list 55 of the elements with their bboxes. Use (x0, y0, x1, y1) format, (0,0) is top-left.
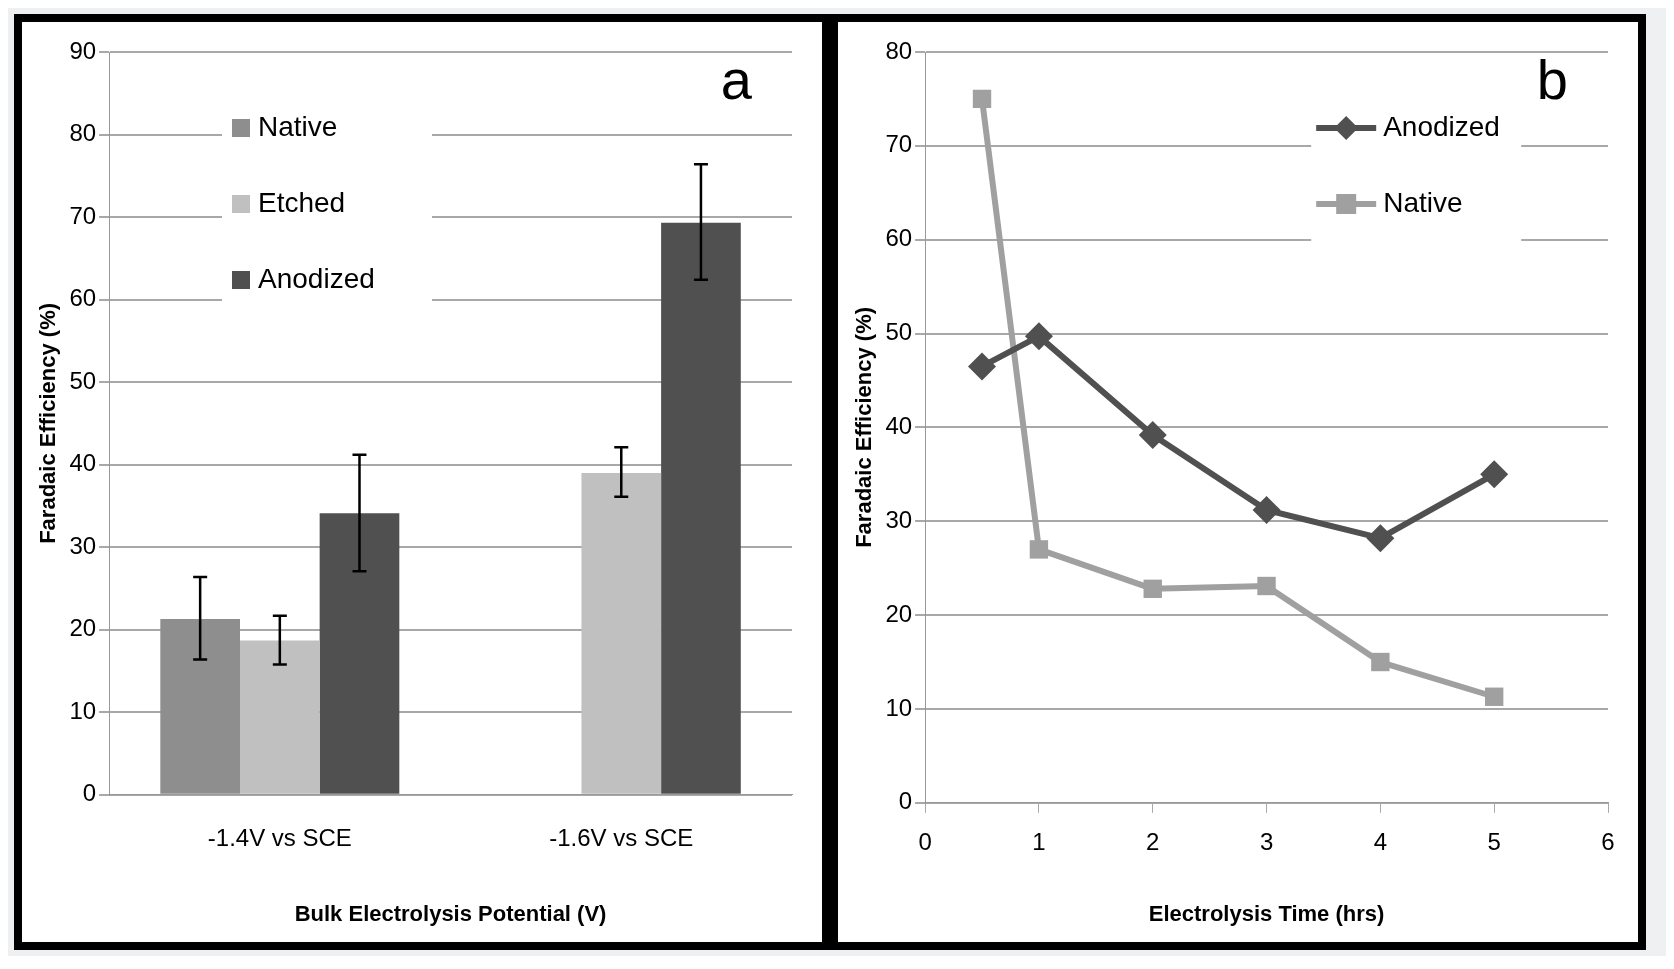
y-tick-label: 50 (885, 318, 913, 346)
point (1138, 420, 1167, 449)
point (1143, 579, 1162, 599)
point (972, 89, 992, 109)
x-axis-title: Bulk Electrolysis Potential (V) (294, 900, 607, 926)
y-tick-label: 60 (885, 224, 913, 252)
point (1257, 576, 1276, 596)
y-tick-label: 90 (69, 36, 97, 64)
x-tick-label: 0 (918, 827, 932, 855)
y-tick-label: 10 (69, 696, 97, 724)
bar (581, 472, 662, 794)
bar (319, 513, 400, 794)
y-tick-label: 60 (69, 284, 97, 312)
point (1366, 524, 1395, 553)
y-tick-label: 30 (69, 531, 97, 559)
x-tick-label: 2 (1146, 827, 1160, 855)
point (968, 352, 996, 381)
y-tick-label: 80 (69, 119, 97, 147)
bar (239, 640, 320, 794)
y-tick-label: 20 (69, 614, 97, 642)
x-tick-label: 5 (1487, 827, 1501, 855)
y-tick-label: 80 (885, 36, 913, 64)
x-tick-label: -1.6V vs SCE (549, 823, 694, 851)
x-tick-label: 1 (1032, 827, 1046, 855)
y-tick-label: 20 (885, 599, 913, 627)
point (1029, 540, 1049, 559)
y-axis-title: Faradaic Efficiency (%) (851, 306, 877, 548)
y-tick-label: 50 (69, 366, 97, 394)
bar (661, 222, 741, 794)
y-tick-label: 40 (885, 412, 913, 440)
x-tick-label: 4 (1373, 827, 1388, 855)
point (1484, 687, 1504, 706)
x-tick-label: -1.4V vs SCE (207, 823, 352, 851)
annotation: b (1536, 48, 1568, 112)
legend-label: Anodized (258, 262, 375, 294)
legend-label: Anodized (1383, 110, 1500, 142)
x-tick-label: 3 (1259, 827, 1274, 855)
point (1252, 495, 1281, 524)
y-tick-label: 70 (69, 201, 97, 229)
legend-label: Native (258, 110, 338, 142)
y-tick-label: 40 (69, 449, 97, 477)
point (1371, 652, 1390, 672)
x-tick-label: 6 (1601, 827, 1615, 855)
point (1480, 460, 1509, 489)
y-tick-label: 0 (898, 787, 913, 815)
y-axis-title: Faradaic Efficiency (%) (35, 302, 61, 544)
y-tick-label: 30 (885, 505, 913, 533)
point (1024, 322, 1053, 351)
y-tick-label: 10 (885, 693, 913, 721)
x-axis-title: Electrolysis Time (hrs) (1148, 900, 1385, 926)
legend-label: Etched (258, 186, 346, 218)
annotation: a (720, 48, 753, 112)
y-tick-label: 70 (885, 130, 913, 158)
legend-label: Native (1383, 186, 1463, 218)
y-tick-label: 0 (82, 779, 97, 807)
